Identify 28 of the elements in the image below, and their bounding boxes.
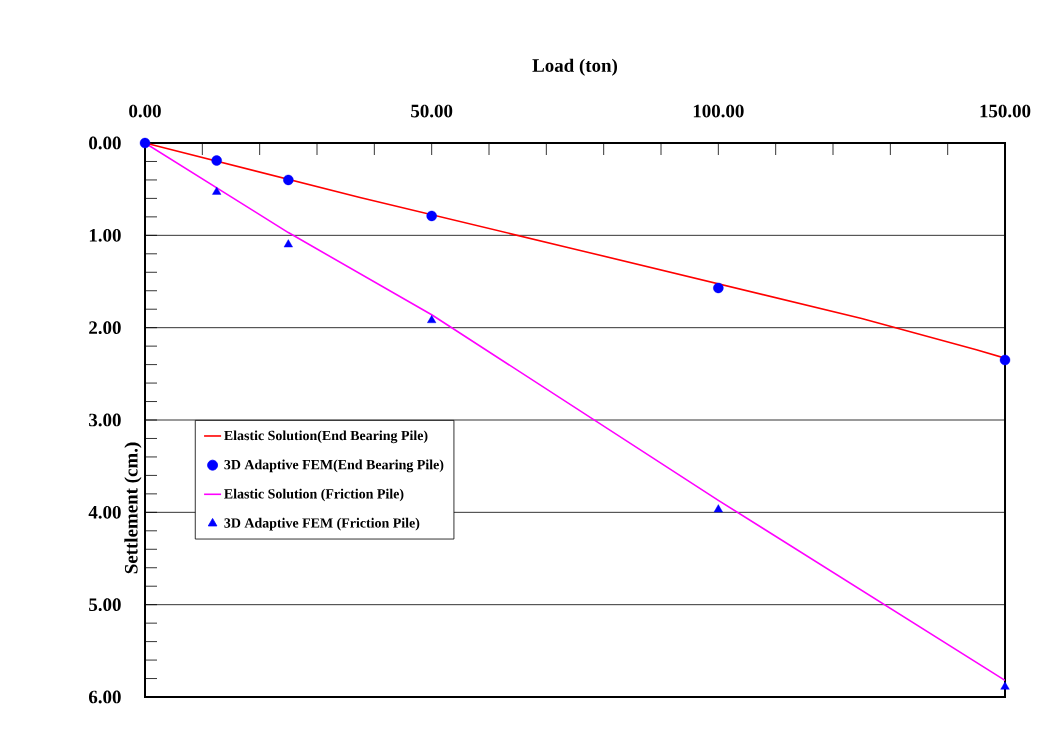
- legend-label: 3D Adaptive FEM(End Bearing Pile): [224, 459, 444, 473]
- point: [139, 137, 151, 149]
- x-tick-label: 0.00: [129, 104, 161, 118]
- y-tick-label: 3.00: [89, 413, 121, 427]
- legend-label: Elastic Solution (Friction Pile): [224, 488, 404, 502]
- y-tick-label: 4.00: [88, 505, 121, 519]
- point: [426, 210, 437, 222]
- point: [713, 282, 724, 294]
- point: [427, 315, 437, 323]
- legend-label: Elastic Solution(End Bearing Pile): [224, 430, 428, 444]
- point: [999, 354, 1011, 366]
- x-tick-label: 150.00: [980, 104, 1031, 118]
- point: [283, 239, 293, 248]
- y-tick-label: 5.00: [89, 598, 121, 612]
- point: [1000, 681, 1010, 690]
- point: [713, 504, 723, 513]
- y-tick-label: 2.00: [89, 321, 121, 335]
- y-axis-title: Settlement (cm.): [124, 442, 142, 574]
- x-axis-title: Load (ton): [532, 58, 618, 76]
- y-tick-label: 6.00: [89, 690, 121, 704]
- x-tick-label: 100.00: [693, 104, 744, 118]
- point: [283, 174, 294, 186]
- x-tick-label: 50.00: [411, 104, 453, 118]
- point: [212, 186, 222, 195]
- point: [211, 155, 222, 166]
- y-tick-label: 0.00: [89, 136, 121, 150]
- y-tick-label: 1.00: [89, 228, 121, 242]
- legend-label: 3D Adaptive FEM (Friction Pile): [224, 517, 420, 531]
